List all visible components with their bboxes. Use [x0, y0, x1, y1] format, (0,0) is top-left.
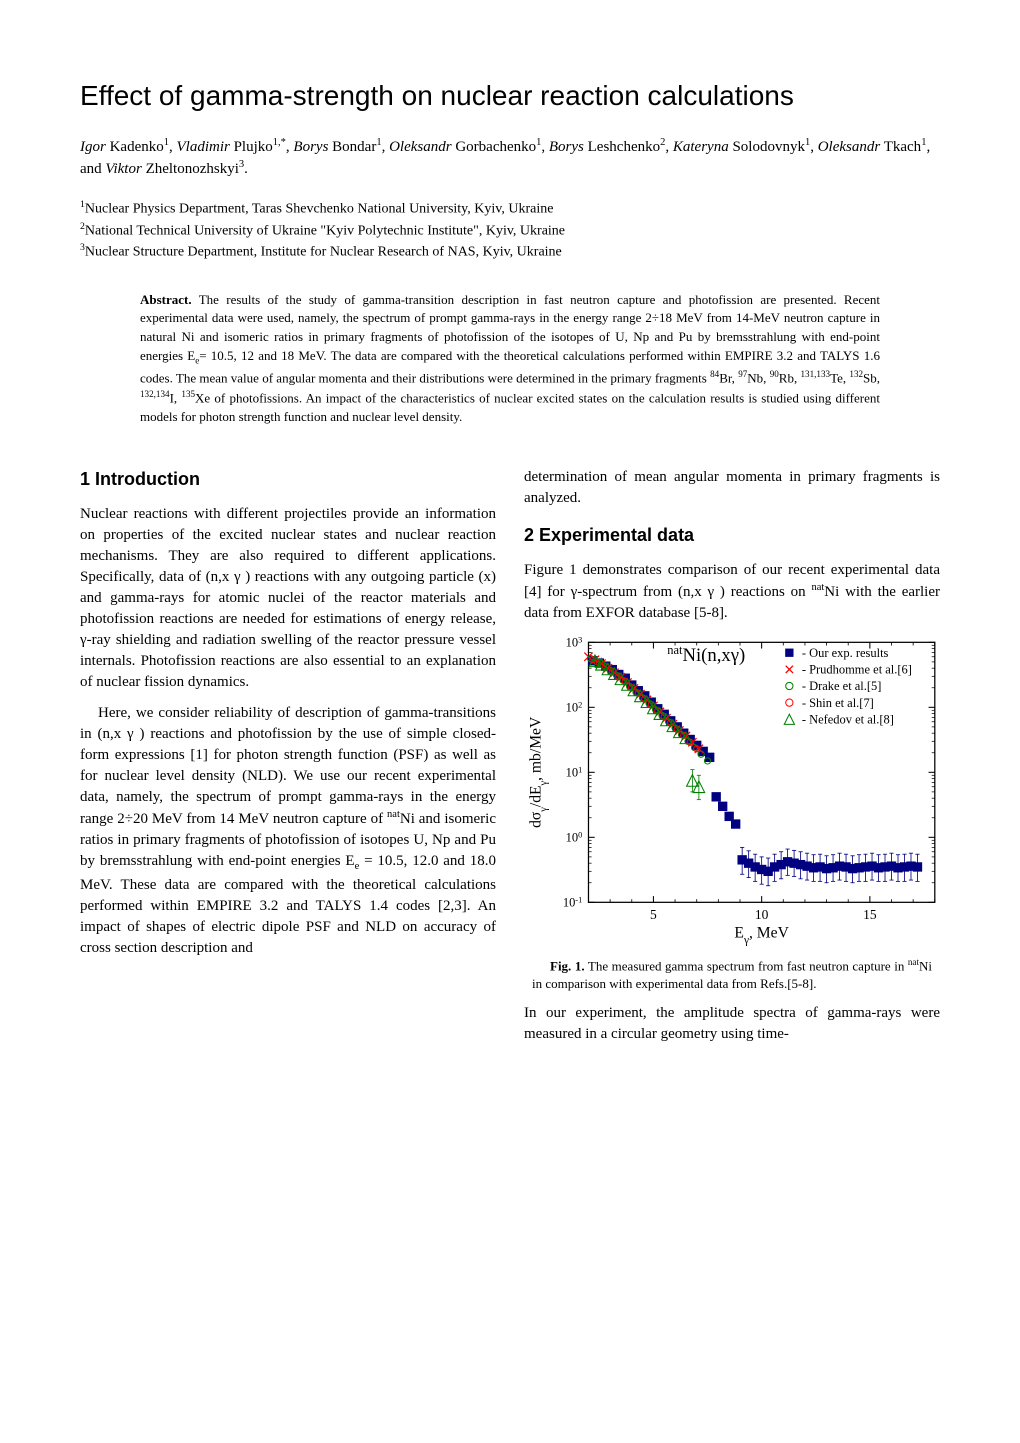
exp-para-1: Figure 1 demonstrates comparison of our … — [524, 560, 940, 624]
two-column-body: 1 Introduction Nuclear reactions with di… — [80, 467, 940, 1055]
left-column: 1 Introduction Nuclear reactions with di… — [80, 467, 496, 1055]
svg-text:- Prudhomme et al.[6]: - Prudhomme et al.[6] — [802, 663, 912, 677]
authors-line: Igor Kadenko1, Vladimir Plujko1,*, Borys… — [80, 136, 940, 180]
intro-para-2: Here, we consider reliability of descrip… — [80, 703, 496, 959]
intro-continuation: determination of mean angular momenta in… — [524, 467, 940, 509]
svg-text:- Our exp. results: - Our exp. results — [802, 646, 889, 660]
exp-para-2: In our experiment, the amplitude spectra… — [524, 1003, 940, 1045]
figure-1-caption: Fig. 1. The measured gamma spectrum from… — [532, 956, 932, 992]
section-heading-exp: 2 Experimental data — [524, 523, 940, 548]
figure-1-chart: 5101510-1100101102103Eγ, MeVdσγ/dEγ, mb/… — [524, 634, 940, 946]
intro-para-1: Nuclear reactions with different project… — [80, 504, 496, 693]
paper-title: Effect of gamma-strength on nuclear reac… — [80, 80, 940, 112]
svg-text:- Shin et al.[7]: - Shin et al.[7] — [802, 696, 874, 710]
svg-text:15: 15 — [863, 907, 877, 922]
affiliation-1: 1Nuclear Physics Department, Taras Shevc… — [80, 198, 940, 220]
affiliation-2: 2National Technical University of Ukrain… — [80, 220, 940, 242]
svg-text:- Drake et al.[5]: - Drake et al.[5] — [802, 679, 882, 693]
svg-text:5: 5 — [650, 907, 657, 922]
right-column: determination of mean angular momenta in… — [524, 467, 940, 1055]
abstract: Abstract. The results of the study of ga… — [140, 291, 880, 427]
affiliations: 1Nuclear Physics Department, Taras Shevc… — [80, 198, 940, 263]
section-heading-intro: 1 Introduction — [80, 467, 496, 492]
affiliation-3: 3Nuclear Structure Department, Institute… — [80, 241, 940, 263]
svg-text:- Nefedov et al.[8]: - Nefedov et al.[8] — [802, 713, 894, 727]
svg-text:10: 10 — [755, 907, 769, 922]
figure-1: 5101510-1100101102103Eγ, MeVdσγ/dEγ, mb/… — [524, 634, 940, 946]
